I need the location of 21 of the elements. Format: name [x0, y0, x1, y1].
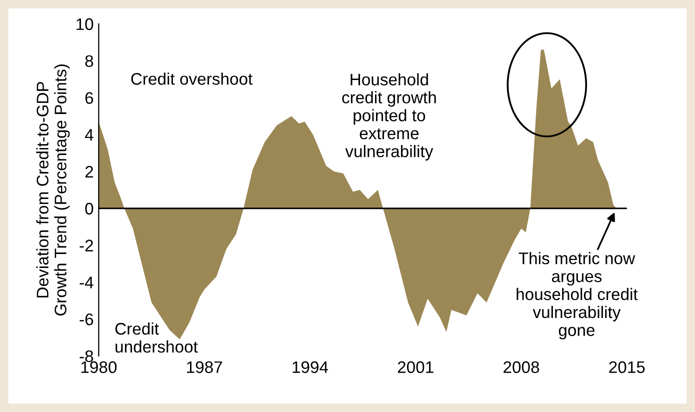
y-tick-label: 4: [84, 129, 94, 141]
y-tick-label: 2: [85, 166, 93, 178]
y-tick-label: 0: [85, 202, 94, 215]
y-tick-label: 10: [76, 18, 94, 30]
x-tick-label: 2015: [609, 361, 645, 374]
x-tick-label: 1994: [292, 361, 328, 374]
annotation: Household credit growth pointed to extreme vulnerability: [342, 73, 436, 161]
y-tick-label: 8: [85, 55, 94, 67]
y-tick-label: -4: [80, 276, 94, 288]
y-tick-label: -2: [80, 240, 93, 252]
x-tick-label: 1987: [187, 361, 222, 374]
x-tick-label: 1980: [81, 361, 117, 374]
y-tick-label: 6: [85, 92, 94, 104]
y-tick-label: -6: [80, 313, 94, 326]
annotation: Credit undershoot: [115, 322, 198, 353]
annotation: Credit overshoot: [131, 72, 253, 85]
y-axis-title: Deviation from Credit-to-GDP Growth Trend (Percentage Points): [36, 64, 70, 316]
y-tick-label: -8: [80, 350, 94, 362]
x-tick-label: 2001: [398, 361, 434, 374]
annotation: This metric now argues household credit vulnerability gone: [516, 252, 638, 340]
x-tick-label: 2008: [504, 361, 540, 374]
